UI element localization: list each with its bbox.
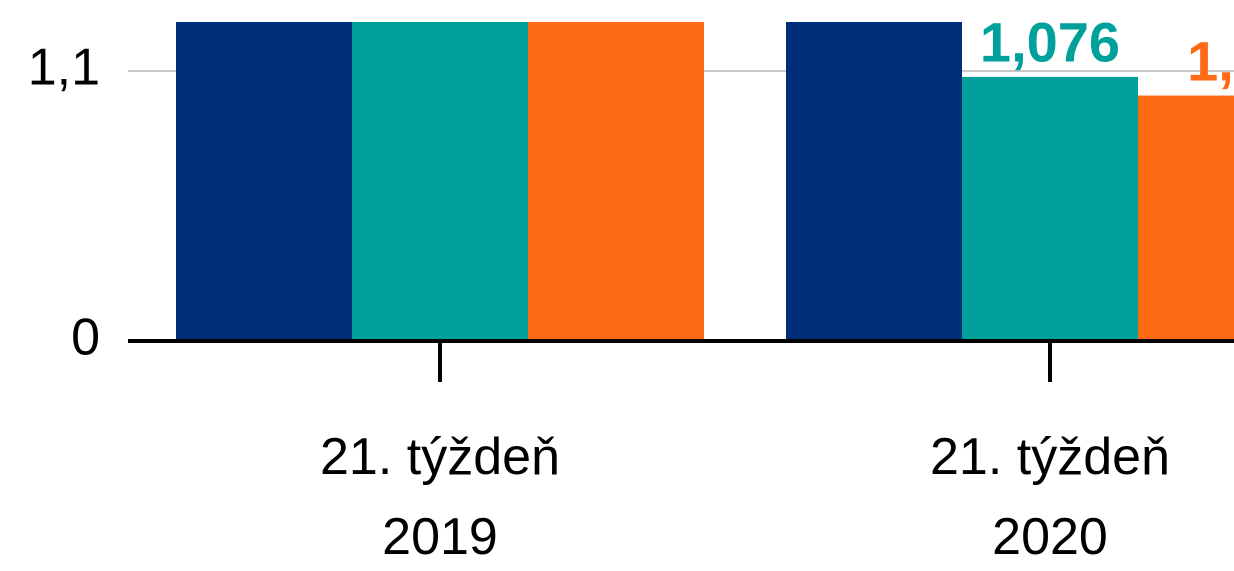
value-label: 1,0 — [1187, 29, 1234, 92]
x-tick-label-line: 2020 — [992, 508, 1108, 566]
bar — [352, 22, 528, 342]
y-tick-label: 0 — [71, 309, 100, 367]
x-tick-label: 21. týždeň 2019 — [320, 428, 560, 566]
x-tick-label: 21. týždeň 2020 — [930, 428, 1170, 566]
value-label: 1,076 — [980, 11, 1120, 74]
x-tick-label-line: 21. týždeň — [930, 428, 1170, 486]
bar — [1138, 95, 1234, 341]
x-tick-label-line: 2019 — [382, 508, 498, 566]
x-tick-label-line: 21. týždeň — [320, 428, 560, 486]
bar — [786, 22, 962, 342]
bars — [176, 22, 1234, 342]
bar — [176, 22, 352, 342]
bar — [962, 76, 1138, 341]
y-tick-label: 1,1 — [28, 39, 100, 97]
bar — [528, 22, 704, 342]
foreground: 0 1,1 21. týždeň 2019 1,076 1,0 21. týždeň 2020 — [28, 11, 1234, 566]
